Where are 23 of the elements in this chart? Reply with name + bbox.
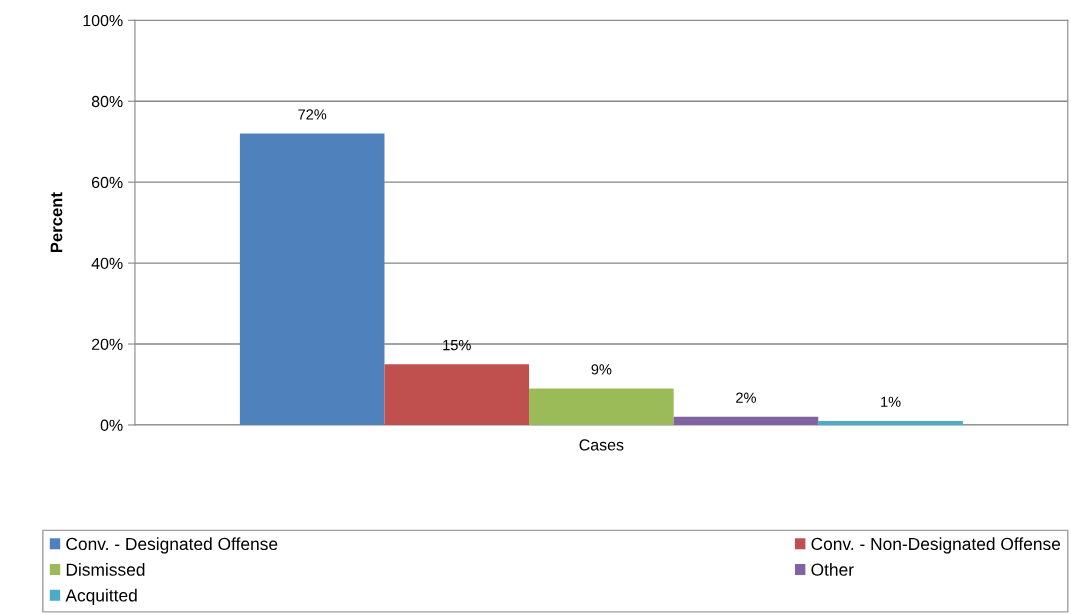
x-tick-label: Cases — [579, 439, 624, 451]
bar — [673, 416, 819, 425]
bar — [818, 420, 963, 425]
bar — [529, 388, 674, 425]
legend-label: Conv. - Non-Designated Offense — [811, 537, 1061, 554]
data-label: 72% — [298, 109, 327, 120]
y-tick-label: 60% — [91, 176, 123, 189]
legend-label: Other — [811, 563, 854, 576]
data-label: 15% — [443, 340, 471, 351]
bar — [384, 364, 530, 425]
legend-label: Dismissed — [66, 563, 145, 576]
bar — [239, 133, 385, 425]
y-tick-label: 100% — [83, 14, 123, 27]
legend-label: Acquitted — [65, 588, 137, 605]
data-label: 1% — [881, 396, 901, 407]
y-tick-label: 40% — [91, 257, 123, 270]
legend-label: Conv. - Designated Offense — [66, 537, 278, 554]
y-tick-label: 80% — [91, 95, 123, 108]
y-tick-label: 0% — [100, 419, 123, 431]
y-axis-title: Percent — [50, 192, 63, 253]
y-tick-label: 20% — [91, 338, 123, 350]
data-label: 2% — [736, 392, 756, 403]
data-label: 9% — [591, 364, 612, 375]
